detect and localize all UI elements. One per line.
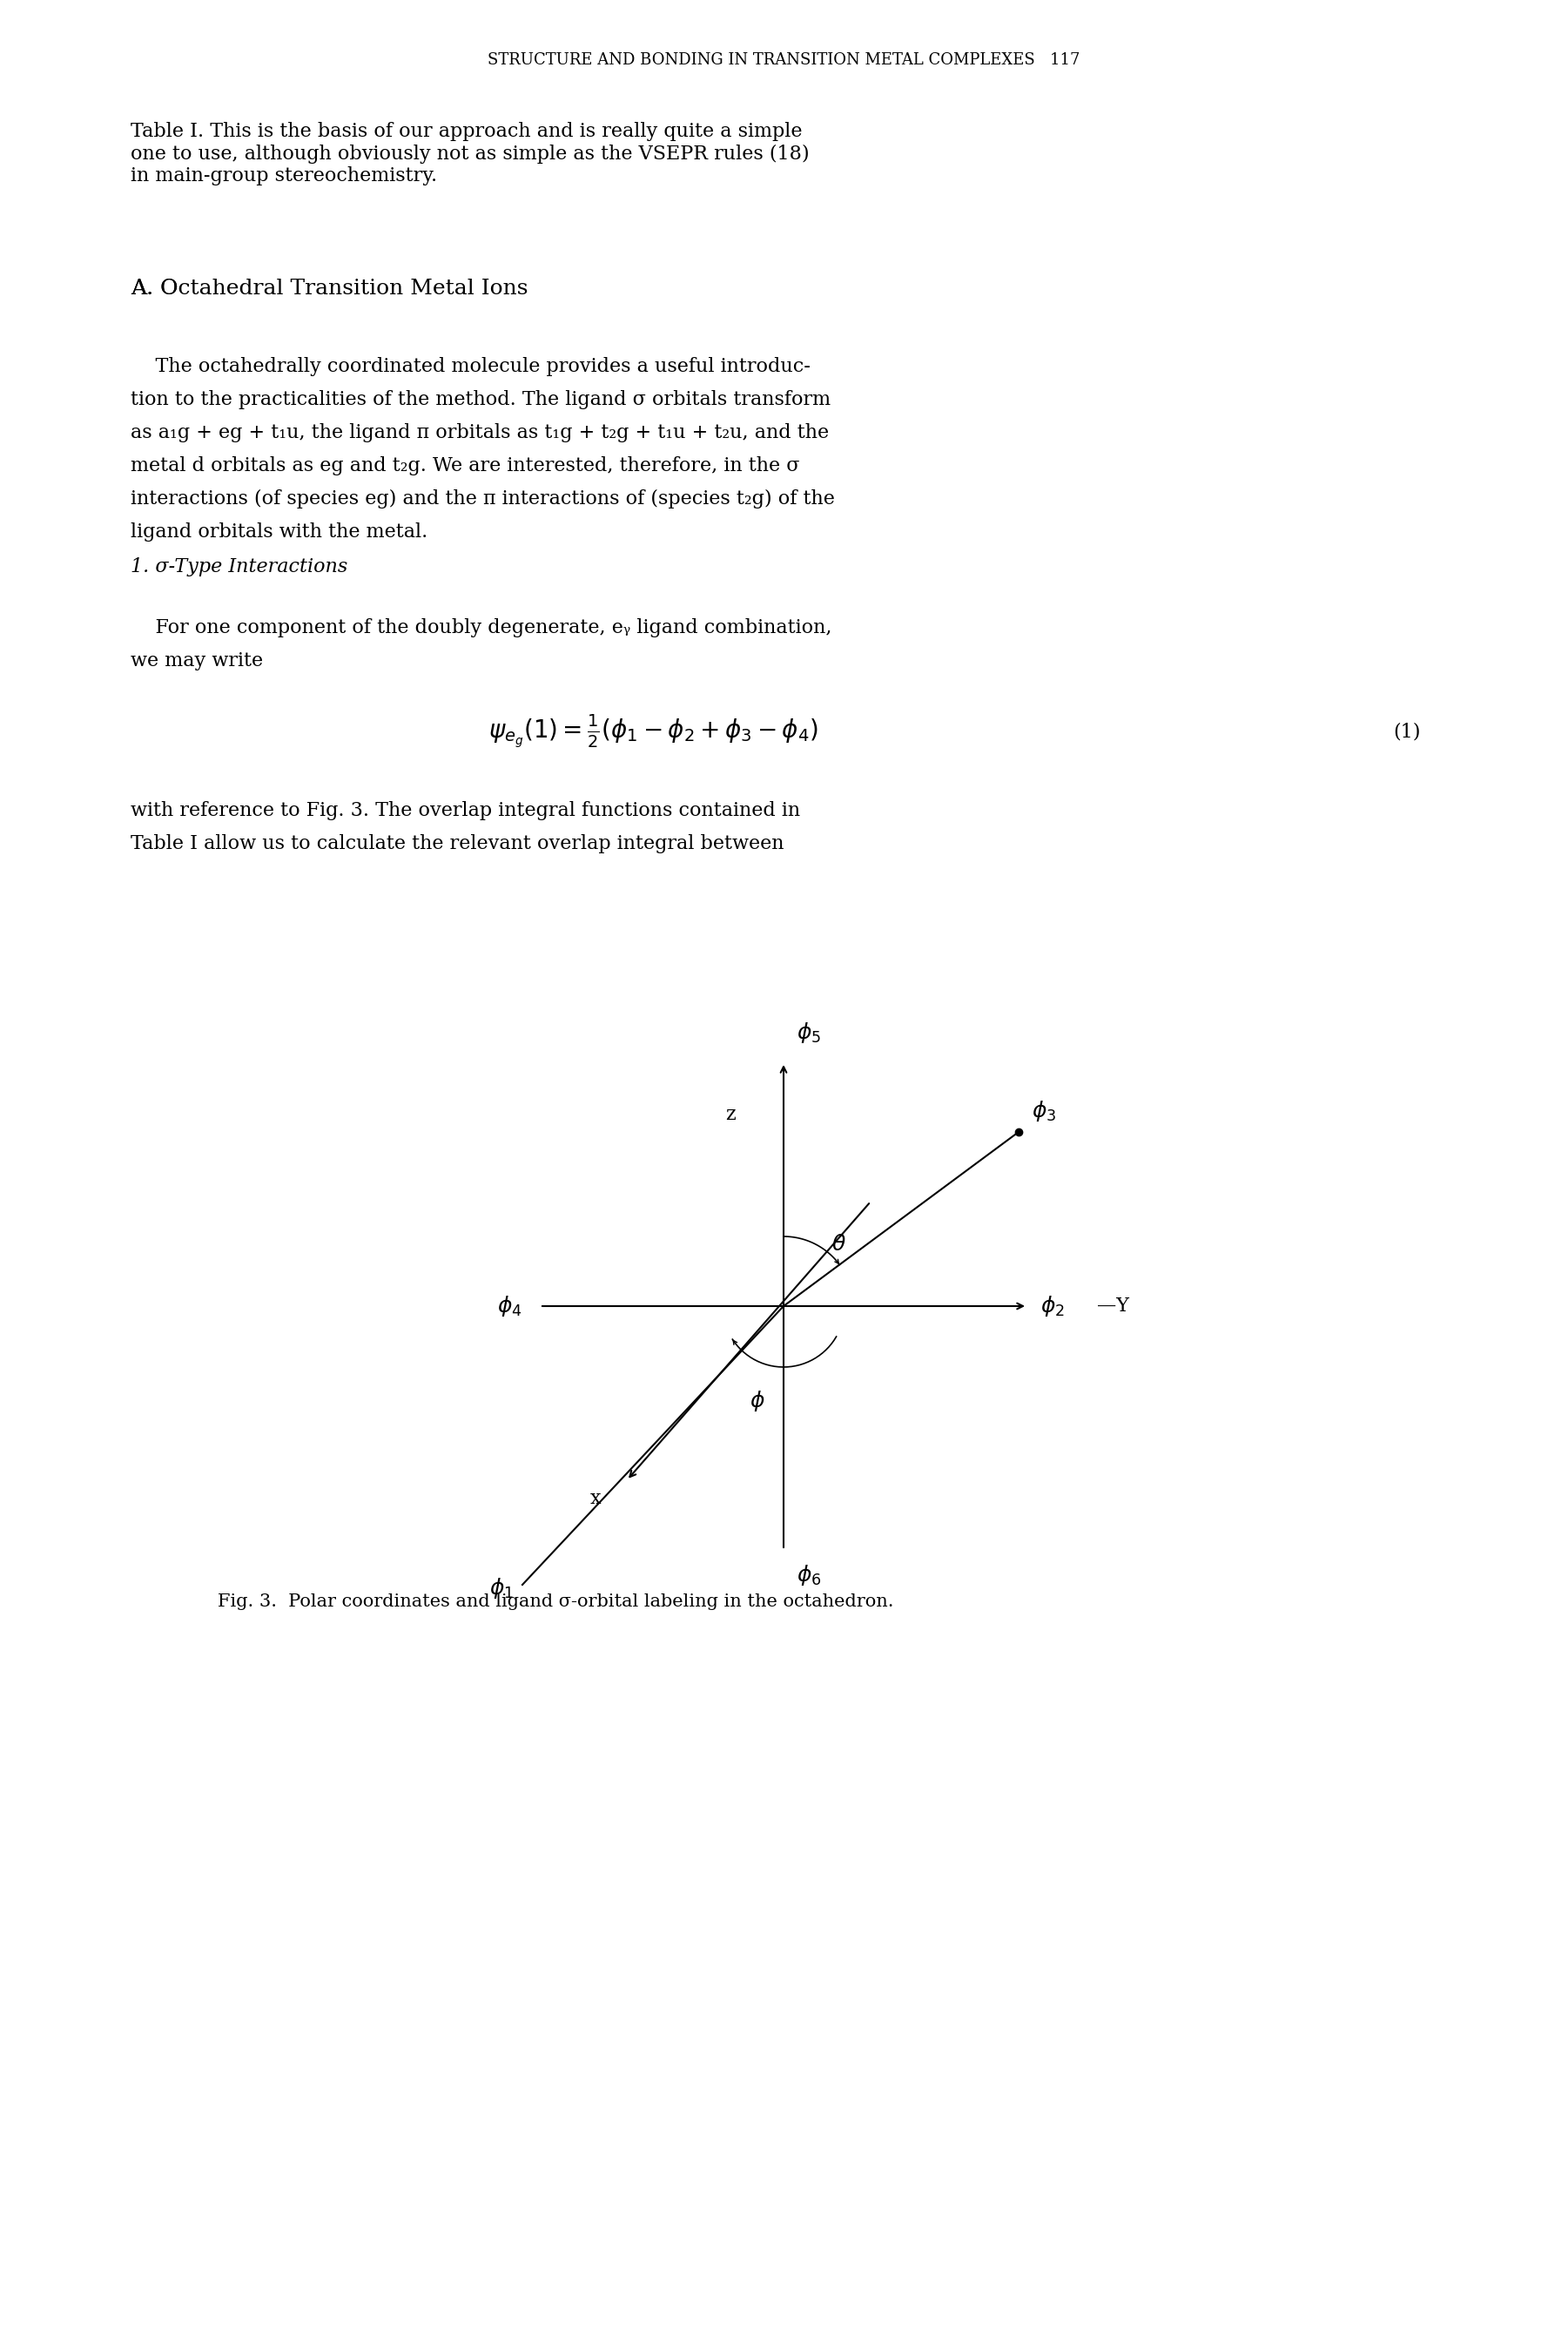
Text: $\phi_2$: $\phi_2$ <box>1041 1293 1065 1319</box>
Text: The octahedrally coordinated molecule provides a useful introduc-: The octahedrally coordinated molecule pr… <box>130 357 811 376</box>
Text: —Y: —Y <box>1098 1295 1129 1317</box>
Text: ligand orbitals with the metal.: ligand orbitals with the metal. <box>130 522 428 541</box>
Text: Table I. This is the basis of our approach and is really quite a simple
one to u: Table I. This is the basis of our approa… <box>130 122 809 186</box>
Text: $\phi_3$: $\phi_3$ <box>1032 1098 1057 1124</box>
Text: $\phi_1$: $\phi_1$ <box>489 1575 514 1601</box>
Text: $\theta$: $\theta$ <box>831 1234 847 1255</box>
Text: For one component of the doubly degenerate, eᵧ ligand combination,: For one component of the doubly degenera… <box>130 618 833 637</box>
Text: x: x <box>590 1488 601 1507</box>
Text: Table I allow us to calculate the relevant overlap integral between: Table I allow us to calculate the releva… <box>130 835 784 853</box>
Text: we may write: we may write <box>130 651 263 670</box>
Text: tion to the practicalities of the method. The ligand σ orbitals transform: tion to the practicalities of the method… <box>130 390 831 409</box>
Text: as a₁g + eg + t₁u, the ligand π orbitals as t₁g + t₂g + t₁u + t₂u, and the: as a₁g + eg + t₁u, the ligand π orbitals… <box>130 423 829 442</box>
Text: $\psi_{e_g}(1) = \frac{1}{2}(\phi_1 - \phi_2 + \phi_3 - \phi_4)$: $\psi_{e_g}(1) = \frac{1}{2}(\phi_1 - \p… <box>488 712 818 750</box>
Text: $\phi$: $\phi$ <box>750 1389 765 1413</box>
Text: $\phi_4$: $\phi_4$ <box>497 1293 522 1319</box>
Text: A. O: A. O <box>130 280 179 299</box>
Text: 1. σ-Type Interactions: 1. σ-Type Interactions <box>130 557 348 576</box>
Text: $\phi_6$: $\phi_6$ <box>797 1563 822 1587</box>
Text: metal d orbitals as eg and t₂g. We are interested, therefore, in the σ: metal d orbitals as eg and t₂g. We are i… <box>130 456 800 475</box>
Text: (1): (1) <box>1392 722 1421 741</box>
Text: interactions (of species eg) and the π interactions of (species t₂g) of the: interactions (of species eg) and the π i… <box>130 489 834 508</box>
Text: with reference to Fig. 3. The overlap integral functions contained in: with reference to Fig. 3. The overlap in… <box>130 802 800 820</box>
Text: z: z <box>726 1105 735 1124</box>
Text: $\phi_5$: $\phi_5$ <box>797 1020 822 1044</box>
Text: A. Octahedral Transition Metal Ions: A. Octahedral Transition Metal Ions <box>130 280 528 299</box>
Text: STRUCTURE AND BONDING IN TRANSITION METAL COMPLEXES   117: STRUCTURE AND BONDING IN TRANSITION META… <box>488 52 1080 68</box>
Text: Fig. 3.  Polar coordinates and ligand σ-orbital labeling in the octahedron.: Fig. 3. Polar coordinates and ligand σ-o… <box>218 1594 894 1610</box>
